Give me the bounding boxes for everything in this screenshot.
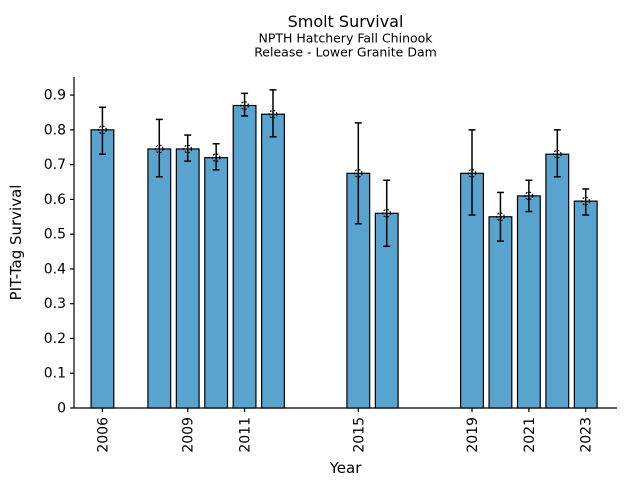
marker-2008 [154,144,164,154]
bar-2012 [261,113,285,409]
bar-2023 [573,200,598,409]
x-tick-label-2006: 2006 [95,417,111,453]
x-tick-label-2021: 2021 [522,417,538,453]
y-tick-label-0.8: 0.8 [44,122,66,138]
marker-2020 [496,212,505,222]
marker-2021 [524,191,534,201]
x-tick-label-2011: 2011 [238,417,254,453]
y-tick-label-0: 0 [57,401,66,417]
marker-2019 [467,168,477,178]
x-tick-label-2015: 2015 [351,417,367,453]
y-tick-label-0.2: 0.2 [44,331,66,347]
bar-2011 [232,104,257,409]
marker-2012 [268,109,278,119]
marker-2010 [211,153,221,163]
plot-area: 0 0.1 0.2 0.3 0.4 0.5 0.6 0.7 0.8 0.9 2006 2009 2011… [44,77,617,453]
bar-2020 [488,216,513,409]
marker-2016 [382,208,392,218]
bar-2021 [516,195,541,409]
bar-2010 [204,157,229,409]
marker-2022 [552,149,562,159]
chart-title: Smolt Survival [288,12,404,31]
bar-2006 [90,129,115,409]
y-axis-label: PIT-Tag Survival [7,185,25,301]
chart-subtitle-line2: Release - Lower Granite Dam [254,45,437,60]
y-tick-label-0.4: 0.4 [44,261,66,277]
x-axis-label: Year [329,459,363,477]
y-tick-label-0.9: 0.9 [44,88,66,104]
y-tick-label-0.7: 0.7 [44,157,66,173]
y-tick-label-0.3: 0.3 [44,296,66,312]
x-tick-label-2023: 2023 [579,417,595,453]
y-tick-label-0.1: 0.1 [44,366,66,382]
x-tick-label-2009: 2009 [181,417,197,453]
y-tick-label-0.5: 0.5 [44,227,66,243]
x-tick-label-2019: 2019 [465,417,481,453]
marker-2009 [183,144,193,154]
marker-2015 [353,168,363,178]
bar-2009 [175,148,200,409]
y-tick-label-0.6: 0.6 [44,192,66,208]
bar-2008 [147,148,172,409]
marker-2011 [240,101,249,110]
marker-2006 [98,125,107,135]
marker-2023 [581,196,591,206]
chart-subtitle-line1: NPTH Hatchery Fall Chinook [258,31,433,46]
bar-2022 [545,153,570,409]
